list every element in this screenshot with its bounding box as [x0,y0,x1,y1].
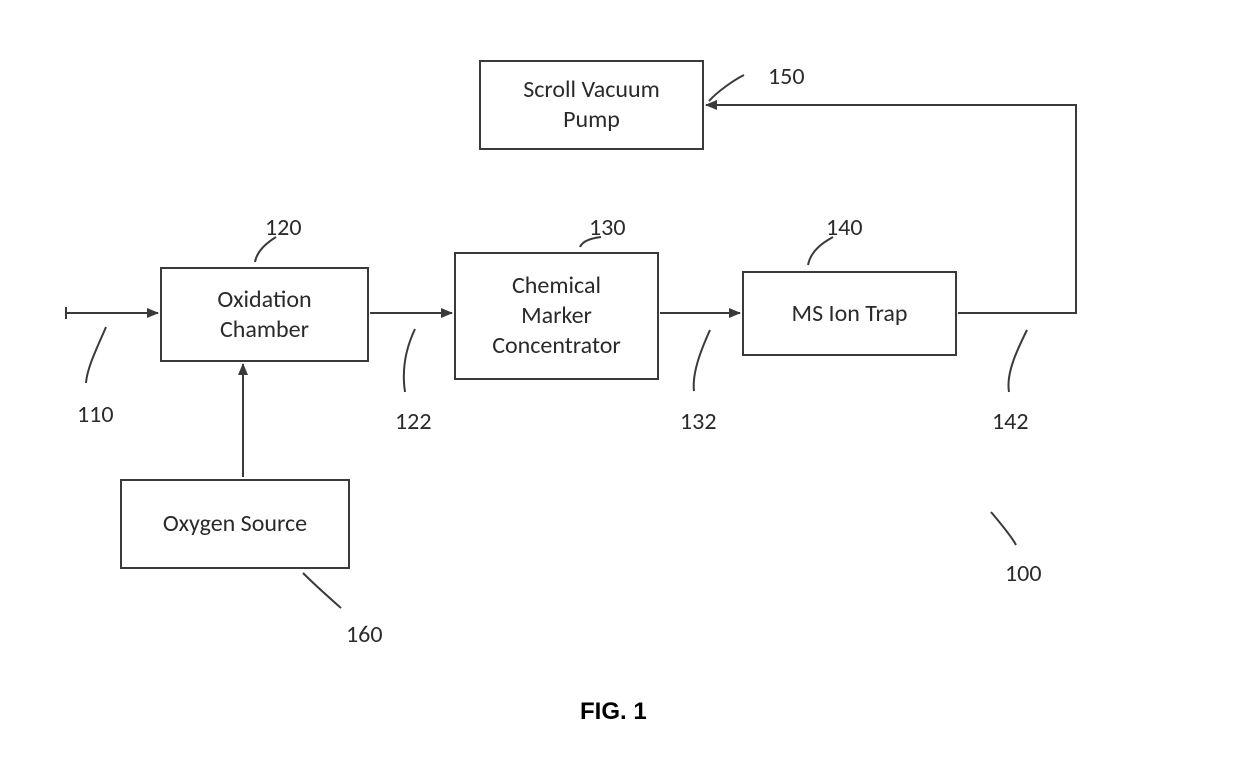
lead-120 [255,237,276,262]
lead-140 [808,237,833,265]
lead-100 [991,512,1016,545]
lead-142 [1008,330,1027,392]
lead-122 [404,329,415,392]
lead-110 [86,327,106,383]
connectors-svg [0,0,1240,761]
lead-132 [694,330,710,391]
lead-150 [709,75,744,101]
arrow-iontrap-to-pump [706,105,1076,313]
lead-160 [303,573,341,608]
leader-lines [86,75,1027,608]
flow-arrows [66,105,1076,477]
lead-130 [580,237,601,247]
